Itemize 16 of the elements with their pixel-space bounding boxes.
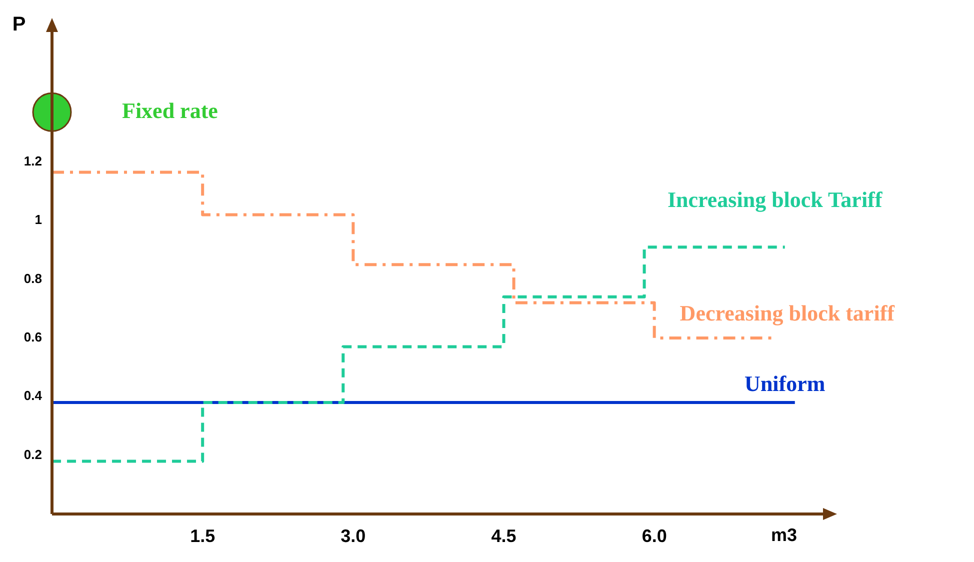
y-axis-title: P [12, 14, 26, 36]
text: Fixed rate [122, 98, 218, 123]
x-tick-label: 1.5 [190, 526, 216, 546]
y-tick-label: 0.6 [24, 330, 42, 345]
x-tick-label: 6.0 [642, 526, 667, 546]
x-tick-label: 3.0 [340, 526, 366, 546]
y-tick-label: 1.2 [24, 154, 42, 169]
y-tick-label: 0.8 [24, 270, 42, 286]
series-label: Decreasing block tariff [680, 300, 896, 326]
y-tick-label: 0.2 [24, 446, 42, 462]
x-axis-title: m3 [770, 524, 798, 545]
y-tick-label: 1 [34, 212, 42, 228]
y-tick-label: 0.4 [24, 388, 43, 404]
series-label: Uniform [744, 371, 826, 396]
series-label: Increasing block Tariff [667, 186, 883, 212]
x-tick-label: 4.5 [491, 526, 516, 546]
